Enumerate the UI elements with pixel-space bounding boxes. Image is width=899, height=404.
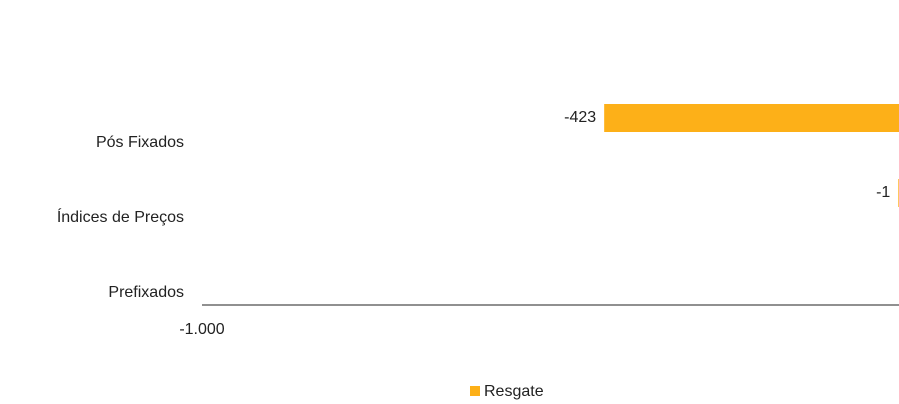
legend-swatch (470, 386, 480, 396)
data-label: -423 (564, 109, 596, 126)
x-tick-label: -1.000 (179, 321, 224, 338)
data-label: -1 (876, 184, 890, 201)
y-tick-label: Prefixados (108, 284, 184, 301)
bar (604, 104, 899, 132)
y-tick-label: Pós Fixados (96, 134, 184, 151)
y-tick-label: Índices de Preços (57, 207, 184, 226)
legend-label: Resgate (484, 383, 544, 400)
